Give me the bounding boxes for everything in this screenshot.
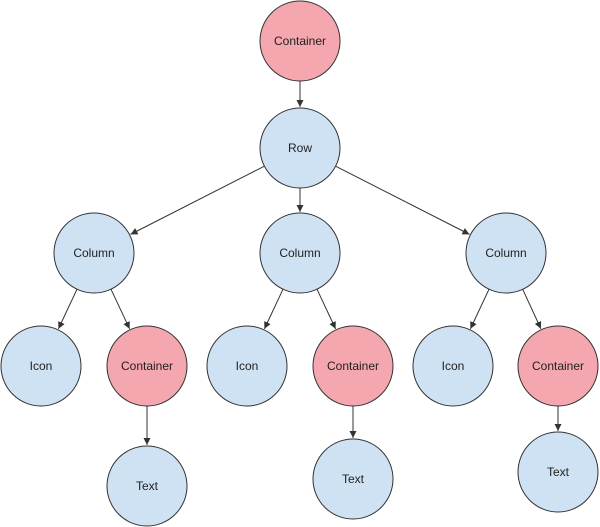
node-label: Container [327,359,379,373]
node-circle [206,325,288,407]
node-label: Text [547,465,570,479]
edge-col2-cont2 [316,289,337,330]
node-circle [106,445,188,527]
node-circle [517,431,599,513]
node-icon3: Icon [412,325,494,407]
node-circle [412,325,494,407]
edge-col2-icon2 [263,289,284,330]
node-circle [312,438,394,520]
node-label: Text [136,479,159,493]
edge-col3-cont3 [522,289,542,329]
edge-col1-cont1 [110,289,131,330]
node-circle [465,212,547,294]
edge-col1-icon1 [57,289,78,330]
edge-col3-icon3 [469,289,490,330]
node-row: Row [259,107,341,189]
node-cont2: Container [312,325,394,407]
node-col1: Column [53,212,135,294]
node-label: Icon [30,359,53,373]
node-col3: Column [465,212,547,294]
node-label: Column [279,246,320,260]
edge-row-col3 [335,165,470,235]
node-icon1: Icon [0,325,82,407]
node-col2: Column [259,212,341,294]
node-label: Container [121,359,173,373]
node-circle [517,325,599,407]
node-text3: Text [517,431,599,513]
node-cont1: Container [106,325,188,407]
node-cont3: Container [517,325,599,407]
node-label: Container [532,359,584,373]
node-circle [53,212,135,294]
node-label: Column [485,246,526,260]
node-label: Container [274,34,326,48]
node-label: Icon [236,359,259,373]
node-circle [259,212,341,294]
node-text1: Text [106,445,188,527]
node-circle [259,0,341,82]
node-circle [259,107,341,189]
node-label: Column [73,246,114,260]
node-icon2: Icon [206,325,288,407]
edge-row-col1 [130,165,265,235]
node-label: Icon [442,359,465,373]
node-root: Container [259,0,341,82]
node-circle [312,325,394,407]
node-circle [106,325,188,407]
node-text2: Text [312,438,394,520]
node-label: Row [288,141,312,155]
node-label: Text [342,472,365,486]
node-circle [0,325,82,407]
